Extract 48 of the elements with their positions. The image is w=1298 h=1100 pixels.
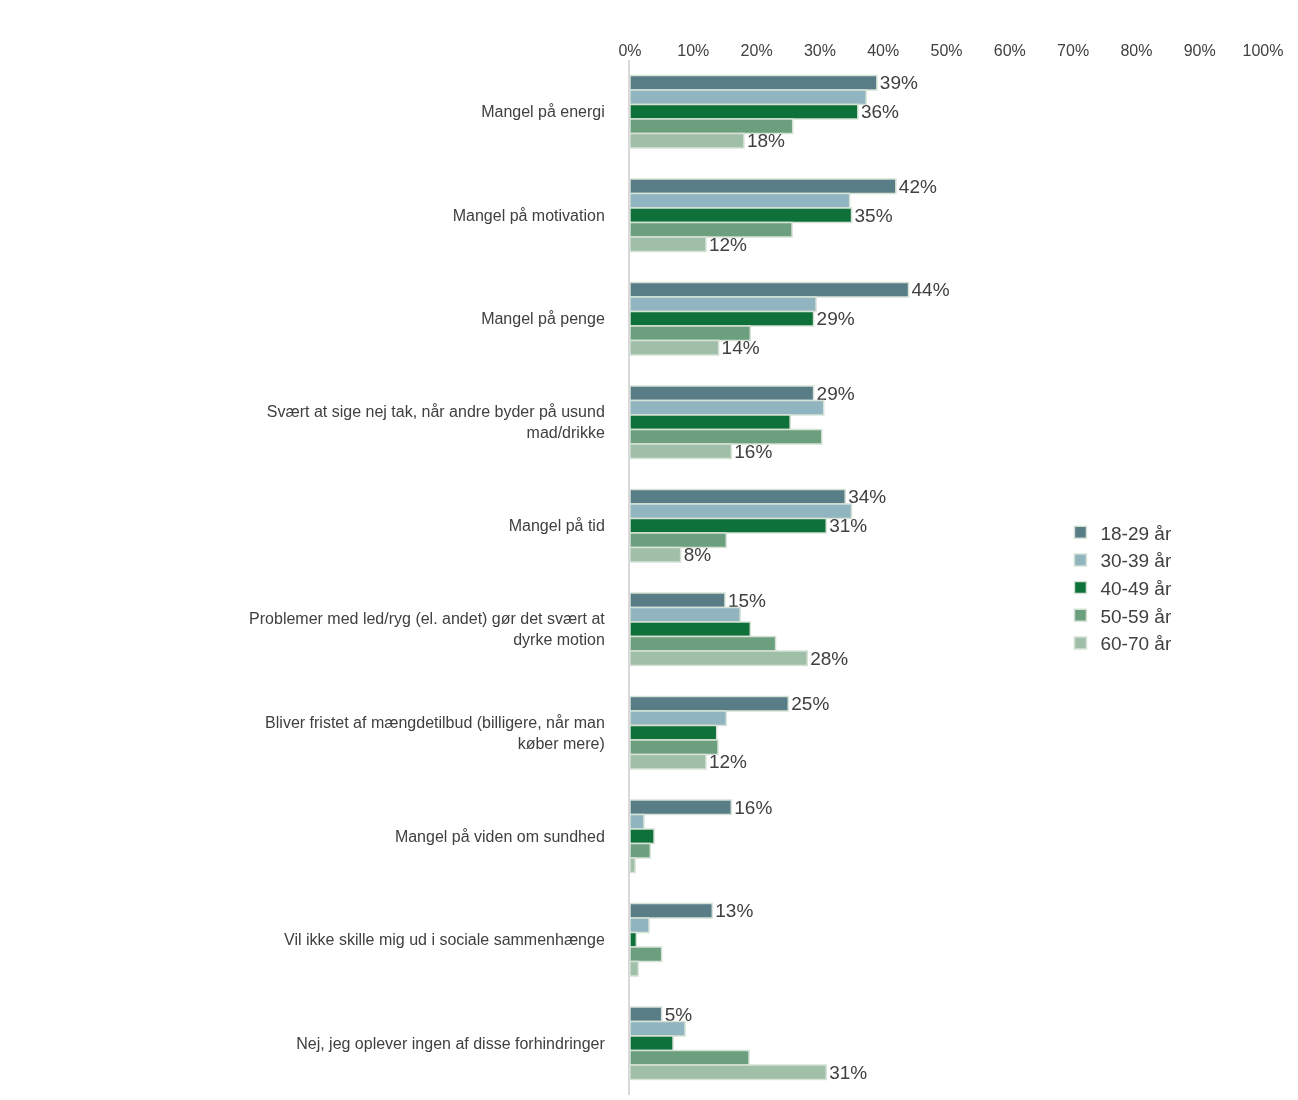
y-tick-label: Vil ikke skille mig ud i sociale sammenhænge (284, 931, 605, 949)
data-label: 25% (791, 693, 830, 715)
data-label: 15% (727, 589, 767, 611)
data-label: 5% (664, 1003, 693, 1025)
data-label: 28% (810, 647, 849, 669)
data-label: 39% (879, 72, 918, 94)
x-tick-label: 80% (1120, 41, 1153, 59)
y-tick-label: Mangel på motivation (452, 206, 605, 224)
data-label: 44% (911, 279, 950, 301)
x-tick-label: 30% (803, 41, 836, 59)
data-label: 35% (854, 204, 893, 226)
legend-label: 18-29 år (1100, 522, 1172, 544)
y-tick-label: Bliver fristet af mængdetilbud (billigere, når man køber mere) (265, 713, 605, 752)
x-tick-label: 40% (867, 41, 900, 59)
x-tick-label: 60% (993, 41, 1026, 59)
y-tick-label: Mangel på energi (481, 103, 605, 121)
y-tick-label: Mangel på penge (481, 310, 605, 328)
data-label: 12% (708, 751, 748, 773)
data-label: 18% (746, 130, 786, 152)
legend-label: 30-39 år (1100, 550, 1172, 572)
data-label: 13% (715, 900, 754, 922)
y-tick-label: Nej, jeg oplever ingen af disse forhindringer (296, 1034, 606, 1052)
data-label: 12% (708, 233, 748, 255)
x-tick-label: 90% (1183, 41, 1216, 59)
x-tick-label: 0% (618, 41, 642, 59)
data-label: 29% (816, 382, 855, 404)
y-tick-label: Mangel på tid (508, 517, 605, 535)
legend-label: 60-70 år (1100, 633, 1172, 655)
data-label: 34% (848, 486, 887, 508)
data-label: 31% (829, 515, 868, 537)
data-label: 36% (860, 101, 900, 123)
x-tick-label: 20% (740, 41, 773, 59)
data-label: 16% (734, 796, 773, 818)
x-tick-label: 50% (930, 41, 963, 59)
data-label: 8% (683, 544, 712, 566)
data-label: 14% (721, 337, 760, 359)
x-tick-label: 100% (1242, 41, 1284, 59)
data-label: 42% (898, 175, 937, 197)
x-tick-label: 70% (1057, 41, 1090, 59)
data-label: 29% (816, 308, 855, 330)
x-tick-label: 10% (677, 41, 710, 59)
legend-label: 50-59 år (1100, 605, 1172, 627)
y-tick-label: Mangel på viden om sundhed (394, 827, 605, 845)
data-label: 16% (734, 440, 773, 462)
y-tick-label: Svært at sige nej tak, når andre byder på usund mad/drikke (266, 403, 605, 442)
data-label: 31% (829, 1061, 868, 1083)
legend-label: 40-49 år (1100, 578, 1172, 600)
y-tick-label: Problemer med led/ryg (el. andet) gør det svært at dyrke motion (249, 610, 606, 649)
